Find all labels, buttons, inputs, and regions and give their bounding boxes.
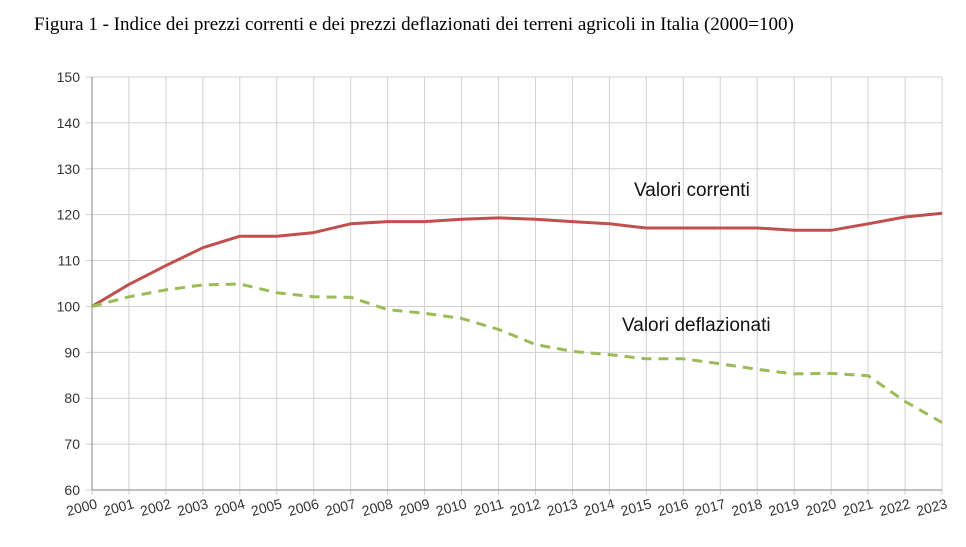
- x-tick-label: 2018: [730, 495, 764, 519]
- x-tick-label: 2017: [693, 495, 727, 519]
- x-tick-label: 2000: [65, 495, 99, 519]
- x-tick-label: 2009: [397, 495, 431, 519]
- y-tick-label: 100: [57, 298, 81, 314]
- x-tick-label: 2016: [656, 495, 690, 519]
- x-tick-label: 2014: [582, 495, 616, 519]
- x-tick-label: 2015: [619, 495, 653, 519]
- x-tick-label: 2013: [545, 495, 579, 519]
- y-tick-label: 90: [64, 344, 80, 360]
- y-tick-label: 110: [58, 253, 81, 269]
- x-tick-label: 2012: [508, 495, 542, 519]
- y-tick-label: 140: [57, 115, 81, 131]
- y-tick-label: 80: [64, 390, 80, 406]
- series-label-valori-deflazionati: Valori deflazionati: [622, 315, 771, 336]
- x-tick-label: 2008: [360, 495, 394, 519]
- x-tick-label: 2006: [286, 495, 320, 519]
- y-axis-ticks: 60 70 80 90 100 110 120 130 140 150: [57, 69, 81, 498]
- x-tick-label: 2020: [804, 495, 838, 519]
- x-tick-label: 2001: [101, 495, 135, 519]
- x-tick-label: 2019: [767, 495, 801, 519]
- y-tick-label: 130: [57, 161, 81, 177]
- series-line-valori-correnti: [91, 211, 943, 308]
- x-tick-label: 2003: [175, 495, 209, 519]
- x-tick-label: 2002: [138, 495, 172, 519]
- x-tick-label: 2022: [878, 495, 912, 519]
- x-tick-label: 2004: [212, 495, 246, 519]
- x-tick-label: 2007: [323, 495, 357, 519]
- y-tick-label: 150: [57, 69, 81, 85]
- chart-axes: [91, 77, 942, 491]
- series-label-valori-correnti: Valori correnti: [634, 180, 750, 201]
- chart-series: [91, 211, 943, 424]
- figure-title: Figura 1 - Indice dei prezzi correnti e …: [34, 14, 794, 35]
- y-tick-label: 120: [57, 207, 81, 223]
- series-line-valori-deflazionati: [91, 282, 943, 424]
- y-tick-label: 70: [64, 436, 80, 452]
- x-tick-label: 2023: [915, 495, 949, 519]
- x-tick-label: 2021: [841, 495, 875, 519]
- series-labels: Valori correnti Valori deflazionati: [622, 180, 771, 336]
- x-tick-label: 2011: [472, 495, 505, 518]
- x-tick-label: 2005: [249, 495, 283, 519]
- x-axis-ticks: 2000 2001 2002 2003 2004 2005 2006 2007 2008 2009…: [65, 495, 949, 519]
- x-tick-label: 2010: [434, 495, 468, 519]
- y-tick-label: 60: [64, 482, 80, 498]
